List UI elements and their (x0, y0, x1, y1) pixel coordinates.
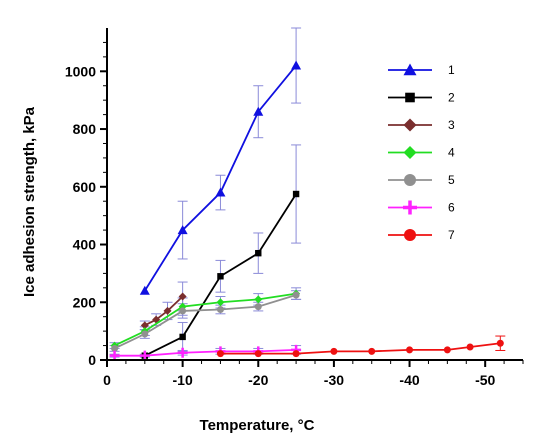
legend-label: 5 (448, 173, 455, 187)
data-point (496, 339, 504, 347)
series-1 (139, 60, 302, 295)
series-5 (111, 291, 300, 352)
y-tick-label: 600 (73, 179, 97, 195)
legend-item-4: 4 (388, 146, 455, 160)
legend-label: 4 (448, 146, 455, 160)
y-tick-label: 200 (73, 294, 97, 310)
data-point (330, 347, 338, 355)
x-tick-label: -20 (248, 372, 268, 388)
legend-marker (403, 146, 417, 159)
data-point (163, 306, 172, 315)
x-tick-label: -50 (475, 372, 495, 388)
series-7 (216, 339, 504, 358)
data-point (216, 305, 224, 313)
series-line (144, 295, 184, 327)
legend-layer: 1 2 3 4 5 6 7 (388, 63, 455, 242)
x-tick-label: -10 (173, 372, 193, 388)
data-point (179, 307, 187, 315)
legend-label: 1 (448, 63, 455, 77)
data-point (215, 187, 226, 197)
legend-item-7: 7 (388, 228, 455, 242)
legend-item-6: 6 (388, 200, 455, 215)
y-tick-label: 0 (88, 352, 96, 368)
y-axis-title: Ice adhesion strength, kPa (21, 106, 38, 297)
data-point (466, 343, 474, 351)
series-line (114, 348, 297, 357)
series-4 (110, 289, 301, 350)
data-point (254, 303, 262, 311)
x-tick-label: -40 (399, 372, 419, 388)
legend-item-2: 2 (388, 91, 455, 105)
data-point (141, 330, 149, 338)
x-tick-label: 0 (103, 372, 111, 388)
legend-marker (403, 118, 417, 132)
data-point (255, 249, 262, 257)
axes-layer: 0 200 400 600 800 1000 0 -10 -20 -30 -40 -50 (65, 28, 524, 388)
series-line (114, 294, 297, 350)
legend-marker (405, 92, 415, 103)
data-point (253, 106, 264, 116)
legend-label: 2 (448, 91, 455, 105)
data-point (139, 285, 150, 295)
series-layer (109, 60, 504, 361)
data-point (291, 60, 302, 70)
data-point (292, 190, 300, 198)
legend-marker (404, 174, 416, 186)
legend-label: 7 (448, 228, 455, 242)
legend-item-3: 3 (388, 118, 455, 132)
series-line (114, 292, 297, 347)
data-point (254, 350, 262, 358)
data-point (177, 225, 188, 235)
legend-marker (403, 200, 417, 215)
data-point (292, 291, 300, 299)
series-2 (141, 190, 300, 359)
data-point (111, 344, 119, 352)
y-tick-label: 400 (73, 237, 97, 253)
legend-marker (403, 63, 417, 76)
data-point (443, 346, 451, 354)
data-point (216, 350, 224, 358)
x-tick-label: -30 (324, 372, 344, 388)
legend-marker (404, 229, 416, 241)
legend-item-5: 5 (388, 173, 455, 187)
data-point (216, 298, 225, 307)
data-point (254, 295, 263, 304)
x-axis-title: Temperature, °C (200, 417, 315, 434)
legend-label: 3 (448, 118, 455, 132)
data-point (140, 321, 149, 330)
data-point (179, 333, 186, 341)
legend-item-1: 1 (388, 63, 455, 77)
legend-label: 6 (448, 201, 455, 215)
data-point (406, 346, 414, 354)
data-point (368, 347, 376, 355)
y-tick-label: 1000 (65, 63, 96, 79)
data-point (217, 273, 224, 280)
data-point (178, 292, 187, 301)
y-tick-label: 800 (73, 121, 97, 137)
data-point (177, 347, 188, 358)
data-point (292, 350, 300, 358)
errorbars-layer (109, 27, 506, 358)
